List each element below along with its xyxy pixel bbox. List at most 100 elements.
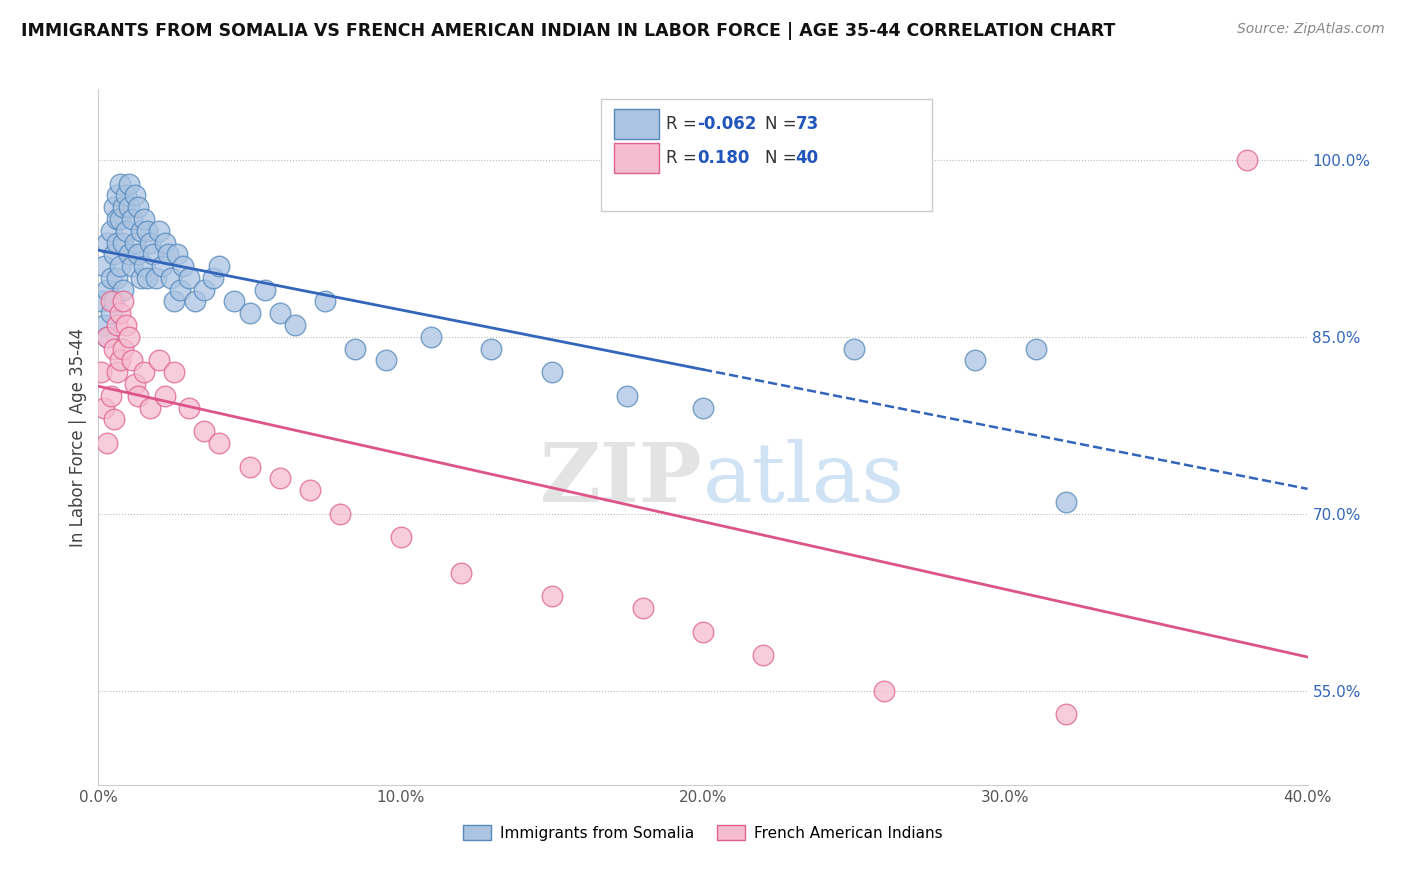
Point bbox=[118, 247, 141, 261]
Point bbox=[150, 259, 173, 273]
Point bbox=[329, 507, 352, 521]
Point bbox=[100, 271, 122, 285]
Point bbox=[96, 235, 118, 250]
Point bbox=[166, 247, 188, 261]
Point bbox=[111, 200, 134, 214]
Point bbox=[844, 342, 866, 356]
Point bbox=[172, 259, 194, 273]
Point bbox=[96, 330, 118, 344]
Point bbox=[208, 259, 231, 273]
Text: atlas: atlas bbox=[703, 439, 905, 519]
Point bbox=[1054, 707, 1077, 722]
Point bbox=[121, 211, 143, 226]
Point bbox=[103, 294, 125, 309]
Point bbox=[752, 648, 775, 663]
Point bbox=[139, 401, 162, 415]
Text: 73: 73 bbox=[796, 115, 818, 133]
Point bbox=[193, 424, 215, 438]
Point bbox=[145, 271, 167, 285]
Text: R =: R = bbox=[666, 115, 702, 133]
Point bbox=[179, 401, 201, 415]
Text: 0.180: 0.180 bbox=[697, 149, 749, 167]
Point bbox=[105, 365, 128, 379]
Point bbox=[100, 389, 122, 403]
Text: IMMIGRANTS FROM SOMALIA VS FRENCH AMERICAN INDIAN IN LABOR FORCE | AGE 35-44 COR: IMMIGRANTS FROM SOMALIA VS FRENCH AMERIC… bbox=[21, 22, 1115, 40]
Point bbox=[374, 353, 396, 368]
Point bbox=[156, 247, 179, 261]
Point bbox=[208, 436, 231, 450]
Point bbox=[202, 271, 225, 285]
Point bbox=[103, 412, 125, 426]
Point bbox=[163, 365, 186, 379]
Point bbox=[344, 342, 367, 356]
Point bbox=[124, 235, 146, 250]
Point bbox=[96, 283, 118, 297]
Point bbox=[153, 389, 176, 403]
Point bbox=[169, 283, 191, 297]
Point bbox=[103, 342, 125, 356]
Point bbox=[450, 566, 472, 580]
Point bbox=[284, 318, 307, 332]
Point bbox=[160, 271, 183, 285]
Point bbox=[132, 211, 155, 226]
Point bbox=[127, 389, 149, 403]
Point bbox=[121, 353, 143, 368]
Text: ZIP: ZIP bbox=[540, 439, 703, 519]
Y-axis label: In Labor Force | Age 35-44: In Labor Force | Age 35-44 bbox=[69, 327, 87, 547]
Point bbox=[100, 294, 122, 309]
Point bbox=[111, 342, 134, 356]
Point bbox=[148, 224, 170, 238]
Point bbox=[179, 271, 201, 285]
Point bbox=[540, 365, 562, 379]
Point bbox=[269, 471, 291, 485]
Point bbox=[132, 365, 155, 379]
Point bbox=[692, 624, 714, 639]
Point bbox=[142, 247, 165, 261]
Point bbox=[193, 283, 215, 297]
Legend: Immigrants from Somalia, French American Indians: Immigrants from Somalia, French American… bbox=[457, 819, 949, 847]
Point bbox=[108, 177, 131, 191]
Point bbox=[1024, 342, 1046, 356]
Point bbox=[1054, 495, 1077, 509]
Point bbox=[108, 211, 131, 226]
Point bbox=[153, 235, 176, 250]
Text: R =: R = bbox=[666, 149, 707, 167]
Point bbox=[127, 200, 149, 214]
Point bbox=[105, 188, 128, 202]
Point bbox=[253, 283, 276, 297]
Text: Source: ZipAtlas.com: Source: ZipAtlas.com bbox=[1237, 22, 1385, 37]
Point bbox=[90, 365, 112, 379]
Point bbox=[111, 235, 134, 250]
Point bbox=[108, 306, 131, 320]
Point bbox=[93, 318, 115, 332]
Point bbox=[631, 601, 654, 615]
Point bbox=[163, 294, 186, 309]
Point bbox=[118, 330, 141, 344]
Text: N =: N = bbox=[765, 115, 801, 133]
Point bbox=[135, 271, 157, 285]
Point bbox=[124, 377, 146, 392]
Point bbox=[314, 294, 336, 309]
Point bbox=[481, 342, 503, 356]
Point bbox=[108, 353, 131, 368]
Point bbox=[114, 318, 136, 332]
Point bbox=[105, 318, 128, 332]
Point bbox=[96, 330, 118, 344]
Point bbox=[121, 259, 143, 273]
Point bbox=[239, 306, 262, 320]
Point bbox=[269, 306, 291, 320]
Point bbox=[873, 683, 896, 698]
Point bbox=[616, 389, 638, 403]
Point bbox=[420, 330, 443, 344]
Point bbox=[111, 283, 134, 297]
Point bbox=[1236, 153, 1258, 167]
Point bbox=[389, 530, 412, 544]
Point bbox=[129, 224, 152, 238]
Point bbox=[105, 211, 128, 226]
Point bbox=[105, 235, 128, 250]
Point bbox=[129, 271, 152, 285]
Point bbox=[108, 259, 131, 273]
Point bbox=[103, 247, 125, 261]
Point bbox=[139, 235, 162, 250]
Point bbox=[124, 188, 146, 202]
